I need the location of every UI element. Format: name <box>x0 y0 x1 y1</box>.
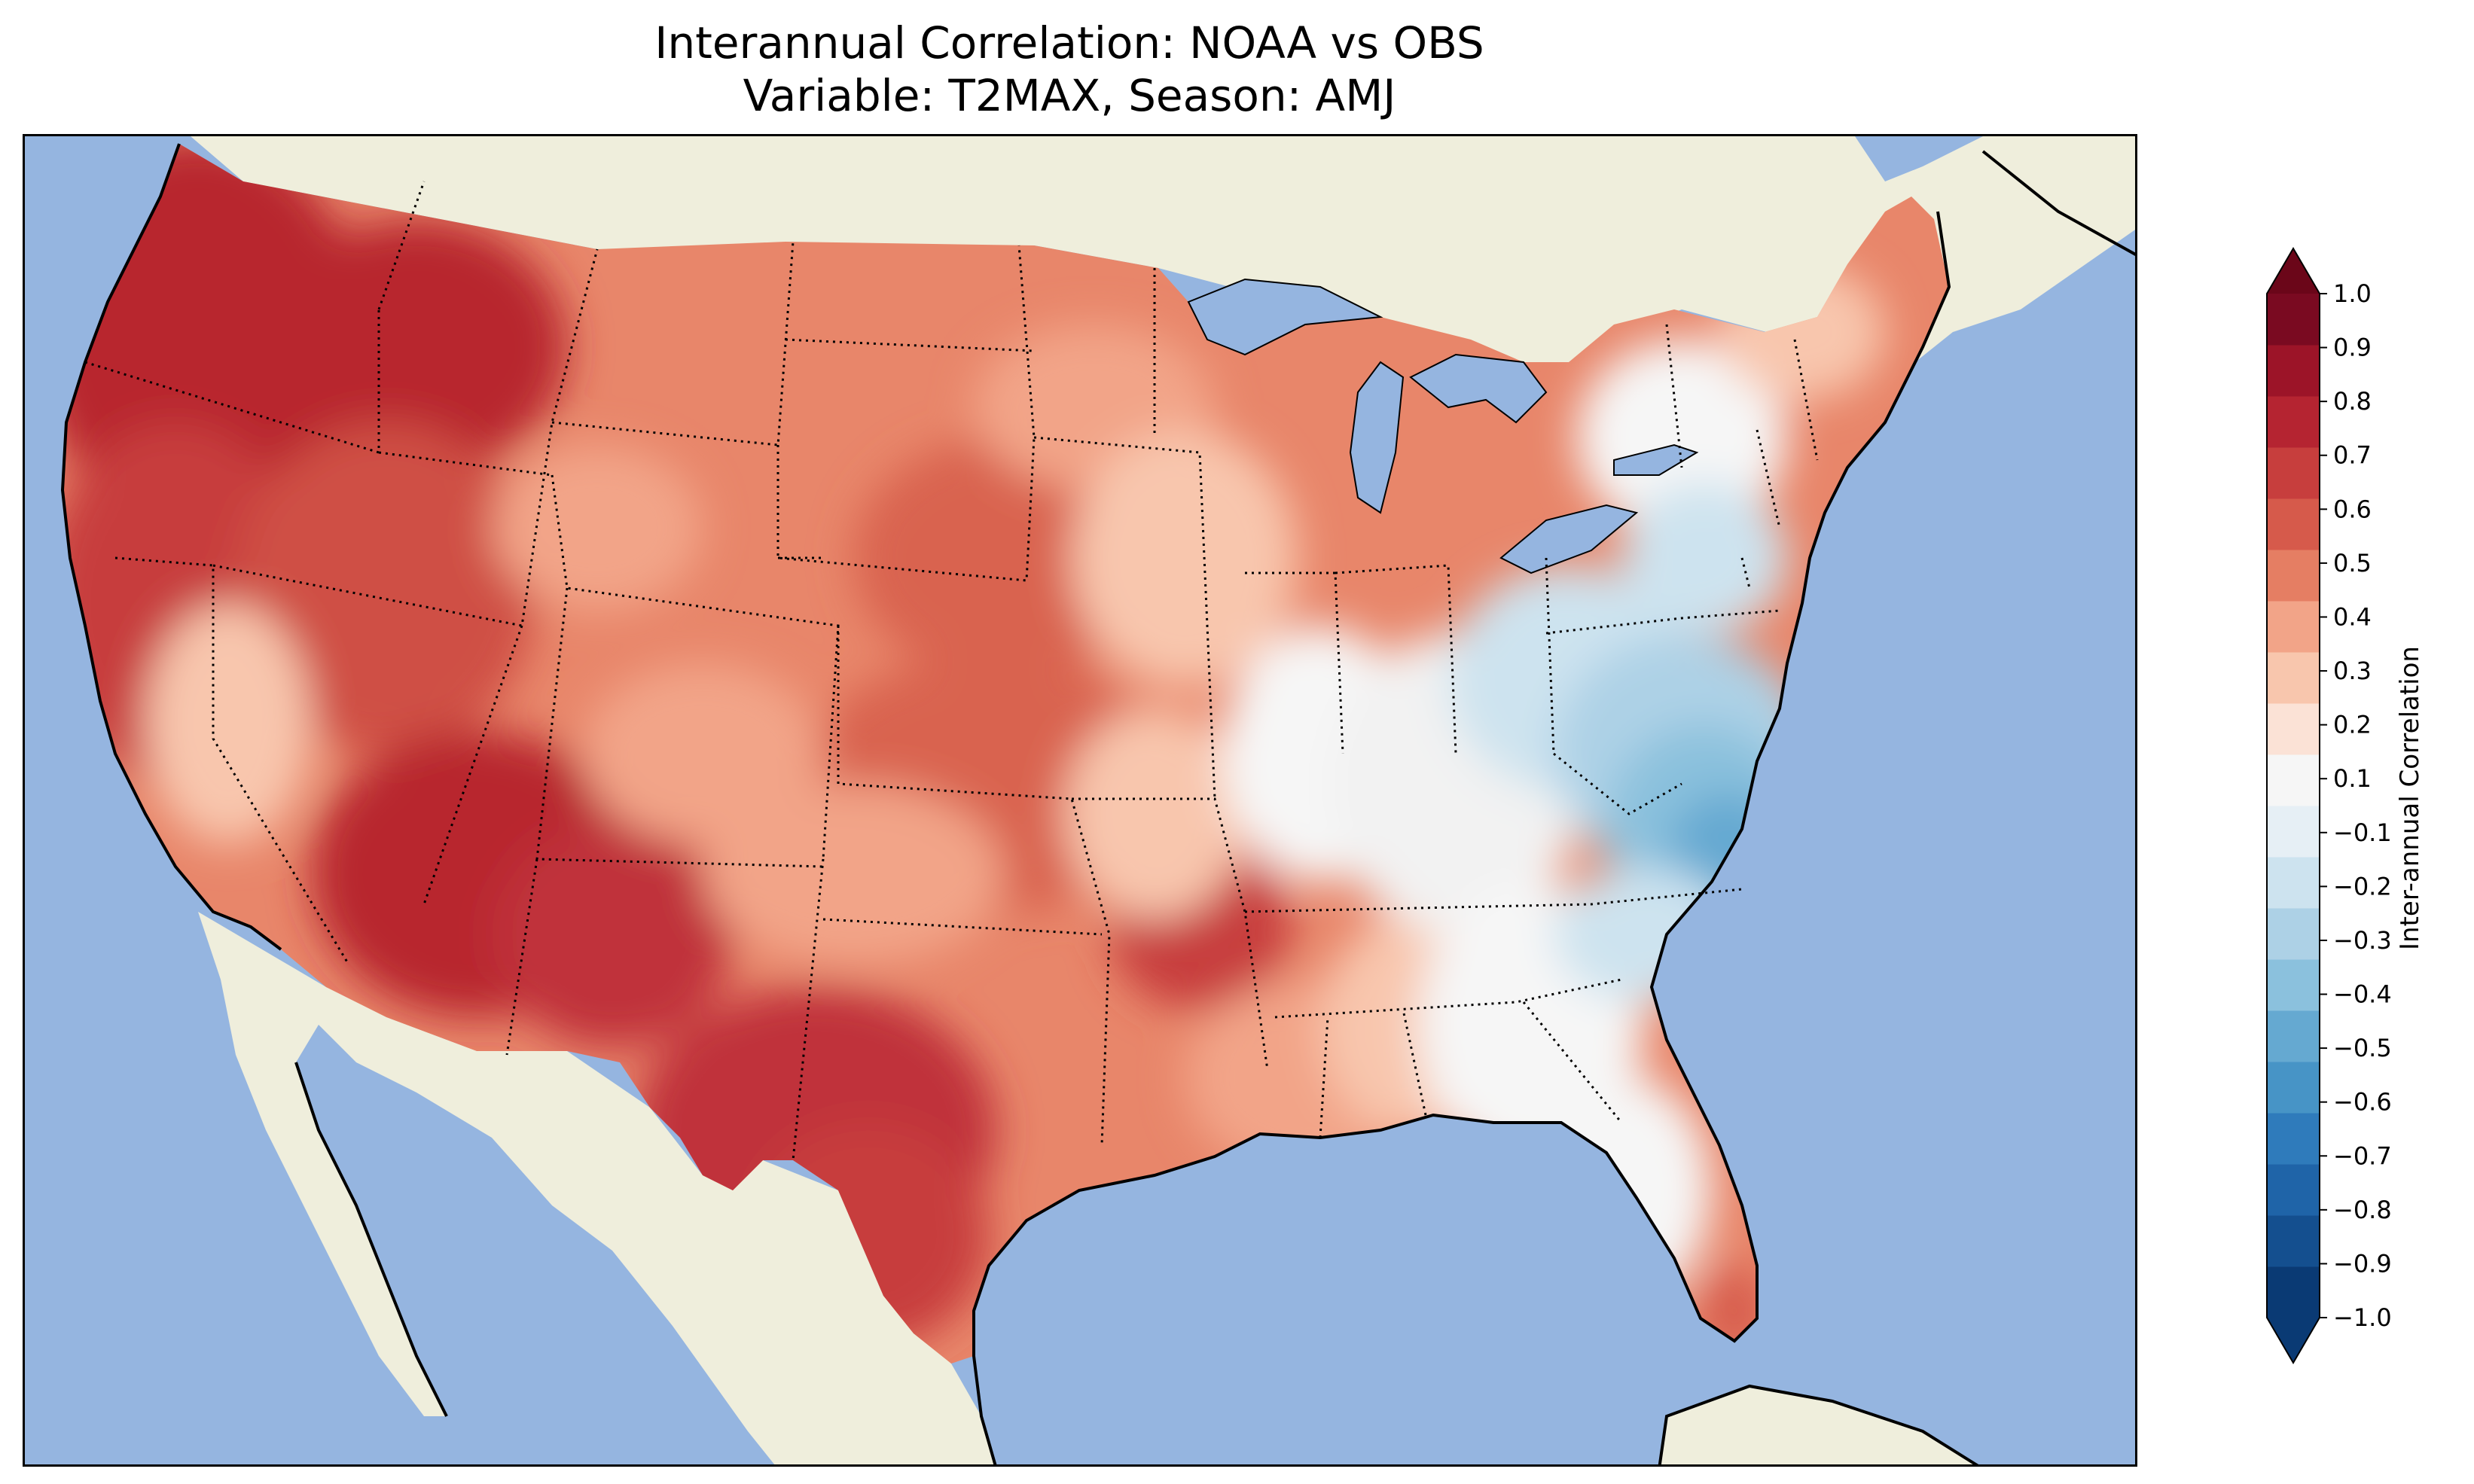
colorbar-label: Inter-annual Correlation <box>2395 646 2425 950</box>
mexico-land <box>198 912 996 1464</box>
colorbar-bin <box>2267 1010 2320 1062</box>
colorbar-tick-label: −0.8 <box>2333 1196 2392 1224</box>
colorbar-bin <box>2267 1164 2320 1216</box>
colorbar-bin <box>2267 754 2320 806</box>
colorbar-tick-label: 0.9 <box>2333 334 2372 362</box>
colorbar-tick-label: −0.4 <box>2333 980 2392 1009</box>
colorbar-tick-label: 0.2 <box>2333 711 2372 739</box>
canada-land <box>191 136 2135 362</box>
colorbar-tick-label: 0.6 <box>2333 495 2372 523</box>
colorbar-tick-label: 0.8 <box>2333 387 2372 416</box>
colorbar-tick-label: 0.1 <box>2333 764 2372 793</box>
colorbar: −1.0 −0.9 −0.8 −0.7 −0.6 −0.5 −0.4 −0.3 −0.2 −0.1… <box>2266 247 2392 1364</box>
colorbar-bin <box>2267 652 2320 704</box>
colorbar-bin <box>2267 1215 2320 1267</box>
colorbar-tick-label: 0.3 <box>2333 657 2372 685</box>
title-line-2: Variable: T2MAX, Season: AMJ <box>743 70 1396 121</box>
title-line-1: Interannual Correlation: NOAA vs OBS <box>654 17 1484 69</box>
colorbar-tick-label: −0.3 <box>2333 926 2392 955</box>
colorbar-tick-label: −0.6 <box>2333 1088 2392 1117</box>
colorbar-bin <box>2267 396 2320 448</box>
colorbar-ticks: −1.0 −0.9 −0.8 −0.7 −0.6 −0.5 −0.4 −0.3 −0.2 −0.1… <box>2320 279 2392 1332</box>
colorbar-bin <box>2267 447 2320 499</box>
colorbar-bin <box>2267 908 2320 960</box>
colorbar-bin <box>2267 294 2320 346</box>
colorbar-extend-min <box>2267 1318 2320 1363</box>
colorbar-tick-label: 0.4 <box>2333 602 2372 631</box>
coastlines <box>60 143 2135 1464</box>
colorbar-tick-label: −0.5 <box>2333 1034 2392 1062</box>
map-panel[interactable] <box>23 134 2137 1467</box>
colorbar-bin <box>2267 601 2320 653</box>
cuba-land <box>1658 1384 1979 1464</box>
colorbar-bin <box>2267 1266 2320 1318</box>
colorbar-bin <box>2267 345 2320 397</box>
colorbar-tick-label: −0.7 <box>2333 1141 2392 1170</box>
colorbar-bin <box>2267 959 2320 1011</box>
colorbar-tick-label: −1.0 <box>2333 1303 2392 1332</box>
colorbar-tick-label: 1.0 <box>2333 279 2372 308</box>
state-borders <box>84 181 1819 1161</box>
colorbar-bin <box>2267 806 2320 858</box>
colorbar-bin <box>2267 703 2320 755</box>
chart-title: Interannual Correlation: NOAA vs OBS Var… <box>0 17 2139 122</box>
colorbar-tick-label: −0.2 <box>2333 872 2392 900</box>
colorbar-tick-label: 0.5 <box>2333 549 2372 577</box>
colorbar-extend-max <box>2267 248 2320 294</box>
colorbar-bin <box>2267 550 2320 602</box>
colorbar-bin <box>2267 857 2320 909</box>
colorbar-bin <box>2267 1113 2320 1165</box>
colorbar-bins <box>2266 247 2320 1364</box>
correlation-map <box>25 136 2135 1464</box>
colorbar-tick-label: −0.9 <box>2333 1249 2392 1278</box>
colorbar-tick-label: −0.1 <box>2333 818 2392 847</box>
colorbar-bin <box>2267 1062 2320 1114</box>
colorbar-bin <box>2267 498 2320 550</box>
colorbar-tick-label: 0.7 <box>2333 441 2372 470</box>
great-lakes <box>1187 278 1699 574</box>
